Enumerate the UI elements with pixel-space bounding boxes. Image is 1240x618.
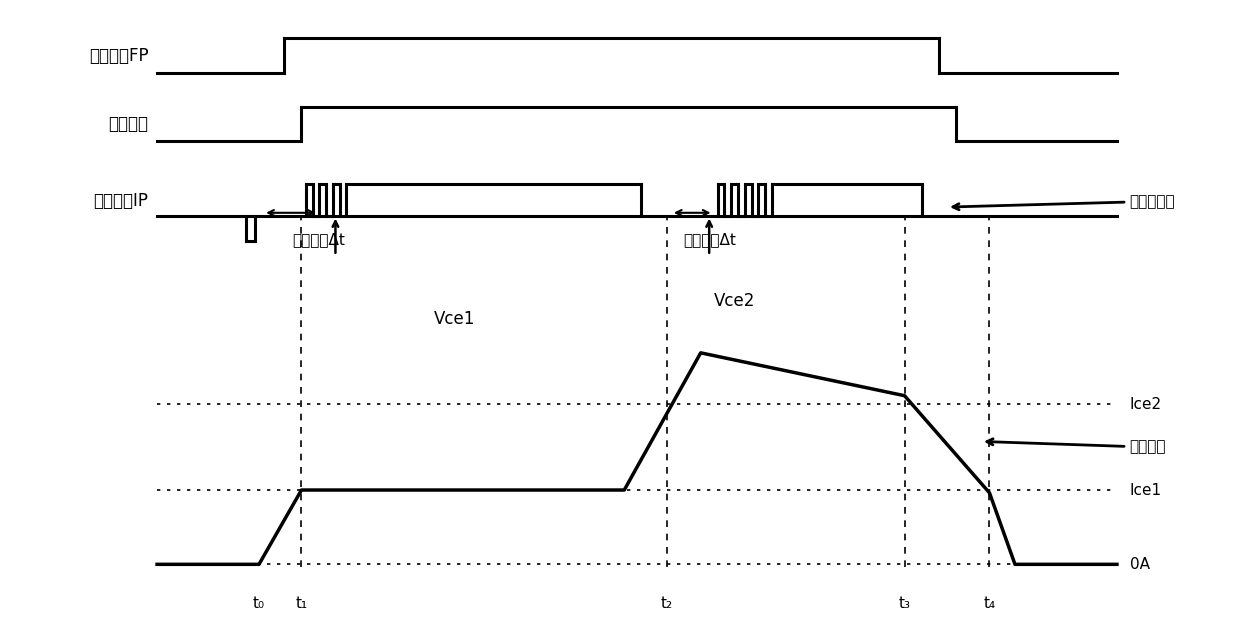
Text: 触发信号FP: 触发信号FP bbox=[89, 46, 149, 65]
Text: t₁: t₁ bbox=[295, 596, 308, 611]
Text: 电流波形: 电流波形 bbox=[987, 439, 1166, 455]
Text: Vce1: Vce1 bbox=[434, 310, 475, 328]
Text: Vce2: Vce2 bbox=[714, 292, 755, 310]
Text: 门极信号: 门极信号 bbox=[109, 115, 149, 133]
Text: 延时间隔Δt: 延时间隔Δt bbox=[683, 232, 735, 247]
Text: t₄: t₄ bbox=[983, 596, 996, 611]
Text: 回报信号IP: 回报信号IP bbox=[93, 192, 149, 210]
Text: 延时间隔Δt: 延时间隔Δt bbox=[291, 232, 345, 247]
Text: Ice2: Ice2 bbox=[1130, 397, 1162, 412]
Text: 0A: 0A bbox=[1130, 557, 1149, 572]
Text: Ice1: Ice1 bbox=[1130, 483, 1162, 497]
Text: 发出光信号: 发出光信号 bbox=[952, 194, 1176, 210]
Text: t₃: t₃ bbox=[899, 596, 910, 611]
Text: t₀: t₀ bbox=[253, 596, 265, 611]
Text: t₂: t₂ bbox=[661, 596, 673, 611]
